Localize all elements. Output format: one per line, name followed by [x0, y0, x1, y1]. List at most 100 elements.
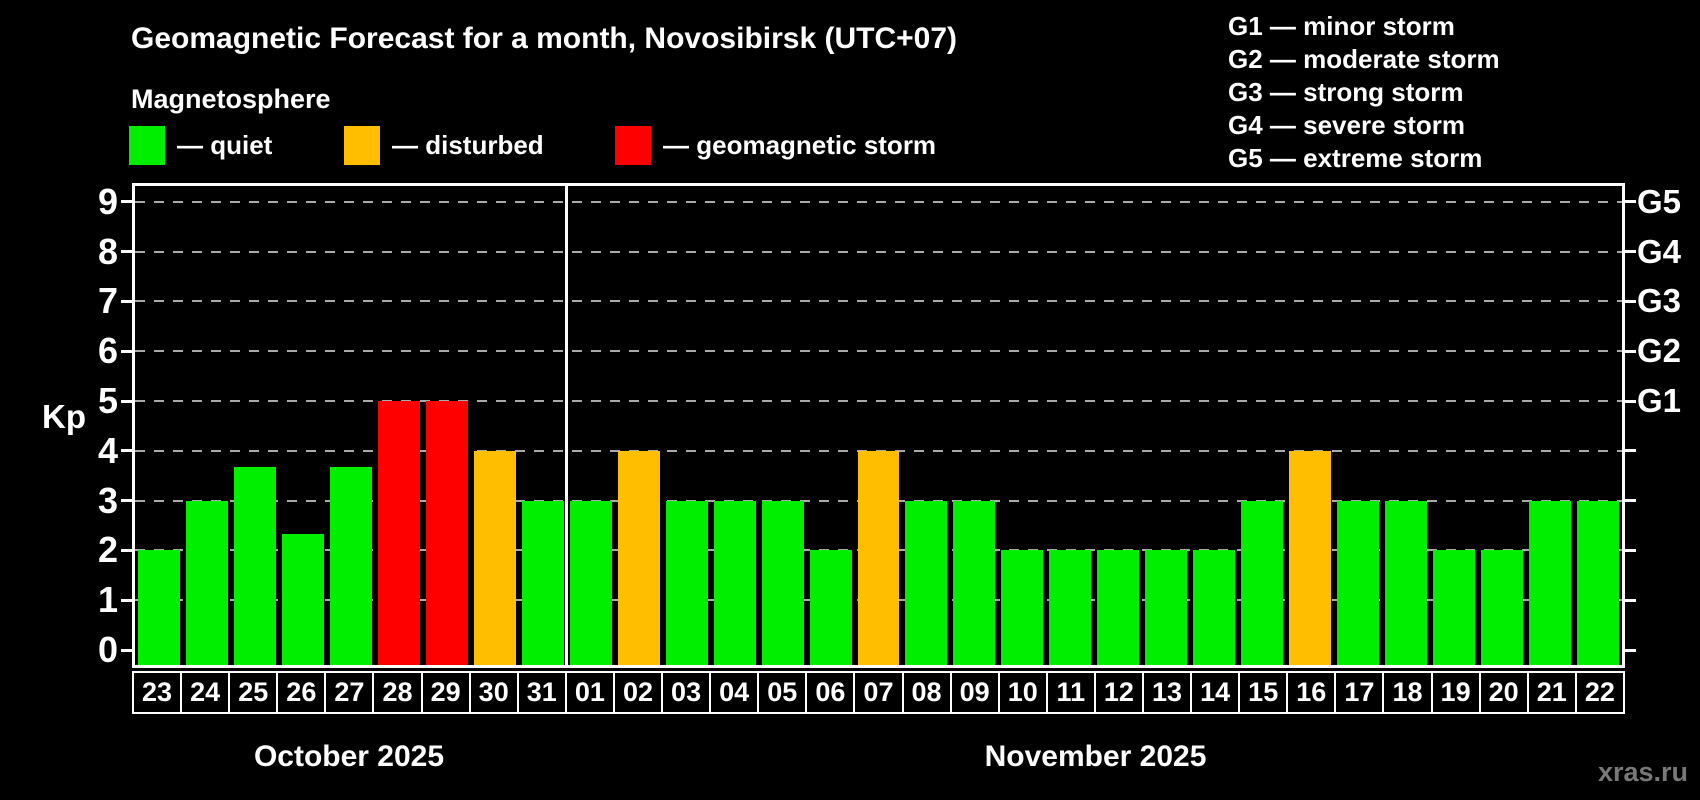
kp-bar-04	[713, 500, 756, 665]
legend-item-quiet: — quiet	[129, 125, 272, 166]
kp-bar-24	[185, 500, 228, 665]
y-axis-label-2: 2	[97, 529, 118, 571]
kp-bar-12	[1097, 550, 1140, 665]
right-axis-label-g1: G1	[1637, 382, 1682, 419]
legend-item-disturbed: — disturbed	[344, 125, 544, 166]
date-cell-19: 19	[1430, 671, 1481, 714]
g-legend-line-g1: G1 — minor storm	[1228, 11, 1455, 41]
y-axis-label-8: 8	[97, 230, 118, 272]
date-cell-13: 13	[1141, 671, 1193, 714]
y-axis-tick-left-5	[121, 399, 132, 403]
legend-label-quiet: — quiet	[177, 130, 273, 160]
date-cell-11: 11	[1045, 671, 1096, 714]
kp-bar-16	[1289, 450, 1332, 665]
kp-gridline-9	[135, 200, 1622, 203]
y-axis-tick-right-5	[1625, 399, 1636, 403]
right-axis-label-g4: G4	[1637, 232, 1682, 270]
right-axis-label-g5: G5	[1637, 182, 1682, 220]
date-cell-20: 20	[1478, 671, 1529, 714]
y-axis-tick-left-6	[121, 349, 132, 353]
date-cell-02: 02	[612, 671, 664, 714]
date-cell-09: 09	[949, 671, 1000, 714]
y-axis-tick-right-3	[1625, 499, 1636, 503]
date-cell-05: 05	[757, 671, 808, 714]
month-label-october: October 2025	[253, 740, 445, 773]
date-cell-17: 17	[1334, 671, 1385, 714]
y-axis-label-6: 6	[97, 330, 118, 372]
kp-bar-01	[569, 500, 612, 665]
y-axis-label-0: 0	[97, 629, 118, 670]
date-cell-29: 29	[420, 671, 471, 714]
g-legend-line-g4: G4 — severe storm	[1228, 110, 1466, 140]
date-cell-24: 24	[180, 671, 231, 714]
kp-bar-05	[761, 500, 804, 665]
kp-bar-26	[281, 533, 324, 665]
date-cell-04: 04	[709, 671, 760, 714]
kp-bar-07	[857, 450, 900, 665]
y-axis-label-3: 3	[97, 479, 118, 521]
kp-bar-27	[329, 467, 372, 665]
month-label-november: November 2025	[984, 740, 1207, 773]
kp-bar-18	[1385, 500, 1428, 665]
y-axis-tick-right-8	[1625, 250, 1636, 254]
y-axis-label-7: 7	[97, 280, 118, 322]
y-axis-label-5: 5	[97, 380, 118, 421]
date-cell-14: 14	[1190, 671, 1241, 714]
y-axis-tick-right-2	[1625, 548, 1636, 552]
storm-swatch-icon	[615, 126, 651, 165]
right-axis-label-g3: G3	[1637, 282, 1682, 320]
kp-bar-10	[1001, 550, 1044, 665]
date-cell-16: 16	[1286, 671, 1337, 714]
y-axis-tick-right-1	[1625, 598, 1636, 602]
y-axis-tick-left-7	[121, 299, 132, 303]
legend-label-storm: — geomagnetic storm	[663, 130, 937, 160]
kp-bar-28	[377, 401, 420, 665]
date-cell-30: 30	[468, 671, 519, 714]
date-cell-15: 15	[1238, 671, 1289, 714]
chart-subtitle: Magnetosphere	[131, 84, 331, 114]
y-axis-label-1: 1	[97, 579, 118, 621]
quiet-swatch-icon	[129, 126, 165, 165]
kp-bar-22	[1577, 500, 1619, 665]
watermark-text: xras.ru	[1597, 757, 1688, 787]
y-axis-label-4: 4	[97, 429, 118, 471]
y-axis-tick-right-6	[1625, 349, 1636, 353]
date-cell-06: 06	[805, 671, 856, 714]
kp-bar-11	[1049, 550, 1092, 665]
kp-bar-02	[617, 450, 660, 665]
date-cell-28: 28	[372, 671, 423, 714]
y-axis-tick-right-4	[1625, 449, 1636, 453]
kp-bar-09	[953, 500, 996, 665]
y-axis-tick-right-7	[1625, 299, 1636, 303]
kp-bar-14	[1193, 550, 1236, 665]
g-legend-line-g3: G3 — strong storm	[1228, 77, 1464, 107]
kp-bar-03	[665, 500, 708, 665]
date-cell-08: 08	[901, 671, 952, 714]
kp-bar-06	[809, 550, 852, 665]
y-axis-tick-right-9	[1625, 200, 1636, 204]
date-axis-row: 23 24 25 26 27 28 29 30 31 01 02 03 04 05 06 07 08 09 10 11…	[132, 671, 1625, 714]
y-axis-tick-left-3	[121, 499, 132, 503]
kp-bar-21	[1529, 500, 1572, 665]
kp-bar-08	[905, 500, 948, 665]
y-axis-tick-right-0	[1625, 648, 1636, 652]
kp-bar-15	[1241, 500, 1284, 665]
date-cell-03: 03	[661, 671, 712, 714]
kp-gridline-5	[135, 400, 1622, 402]
y-axis-tick-left-2	[121, 548, 132, 552]
date-cell-07: 07	[853, 671, 904, 714]
kp-bar-23	[138, 550, 180, 665]
page-title: Geomagnetic Forecast for a month, Novosi…	[131, 22, 958, 55]
date-cell-25: 25	[228, 671, 279, 714]
y-axis-tick-left-1	[121, 598, 132, 602]
y-axis-title: Kp	[42, 398, 86, 435]
date-cell-21: 21	[1526, 671, 1577, 714]
kp-gridline-4	[135, 449, 1622, 452]
right-axis-label-g2: G2	[1637, 332, 1682, 370]
y-axis-tick-left-4	[121, 449, 132, 453]
kp-gridline-8	[135, 250, 1622, 253]
date-cell-10: 10	[997, 671, 1048, 714]
y-axis-tick-left-0	[121, 648, 132, 652]
kp-gridline-7	[135, 300, 1622, 303]
date-cell-31: 31	[516, 671, 567, 714]
